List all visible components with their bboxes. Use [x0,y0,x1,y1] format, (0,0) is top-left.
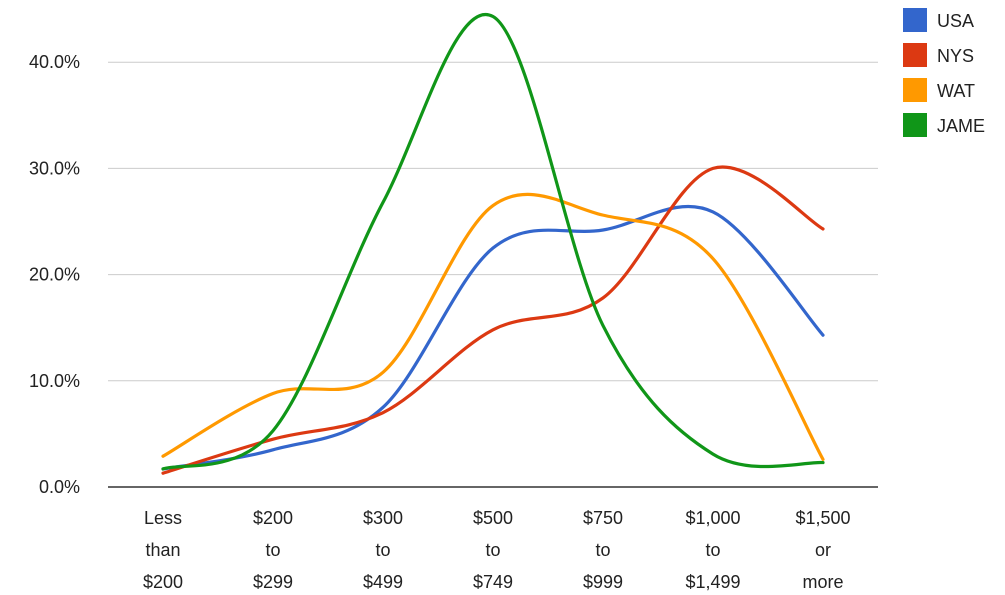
axes: 0.0%10.0%20.0%30.0%40.0%Less than $200$200… [29,52,878,592]
legend-label-usa: USA [937,11,974,31]
x-tick-label: $1,000 to $1,499 [685,508,740,592]
x-tick-label-line: $500 [473,508,513,528]
legend-swatch-wat [903,78,927,102]
x-tick-label-line: $200 [253,508,293,528]
x-tick-label-line: $999 [583,572,623,592]
x-tick-label-line: Less [144,508,182,528]
series-line-jame [161,12,825,471]
x-tick-label-line: to [595,540,610,560]
x-tick-label-line: than [145,540,180,560]
legend-swatch-nys [903,43,927,67]
x-tick-label-line: $749 [473,572,513,592]
x-tick-label-line: to [265,540,280,560]
legend-label-wat: WAT [937,81,975,101]
x-tick-label-line: more [802,572,843,592]
x-tick-label-line: $499 [363,572,403,592]
x-tick-label-line: to [375,540,390,560]
y-tick-label: 10.0% [29,371,80,391]
x-tick-label-line: $1,500 [795,508,850,528]
series-line-usa [161,204,825,471]
x-tick-label-line: $300 [363,508,403,528]
legend: USA NYS WAT JAME [903,8,985,137]
gridlines [108,61,878,382]
legend-swatch-usa [903,8,927,32]
x-tick-label-line: to [485,540,500,560]
y-tick-label: 30.0% [29,158,80,178]
x-tick-label: $1,500 or more [795,508,850,592]
x-tick-label: $750 to $999 [583,508,623,592]
legend-label-nys: NYS [937,46,974,66]
x-tick-label: Less than $200 [143,508,183,592]
x-tick-label: $500 to $749 [473,508,513,592]
series-line-wat [161,192,825,461]
x-tick-label-line: $299 [253,572,293,592]
x-tick-label-line: $200 [143,572,183,592]
legend-swatch-jame [903,113,927,137]
x-tick-label-line: or [815,540,831,560]
legend-label-jame: JAME [937,116,985,136]
x-tick-label-line: $1,499 [685,572,740,592]
y-tick-label: 20.0% [29,265,80,285]
series-line-nys [161,165,825,475]
x-tick-label-line: to [705,540,720,560]
x-tick-label: $200 to $299 [253,508,293,592]
series-lines [161,12,825,475]
x-tick-label-line: $750 [583,508,623,528]
x-tick-label: $300 to $499 [363,508,403,592]
y-tick-label: 40.0% [29,52,80,72]
x-tick-label-line: $1,000 [685,508,740,528]
y-tick-label: 0.0% [39,477,80,497]
